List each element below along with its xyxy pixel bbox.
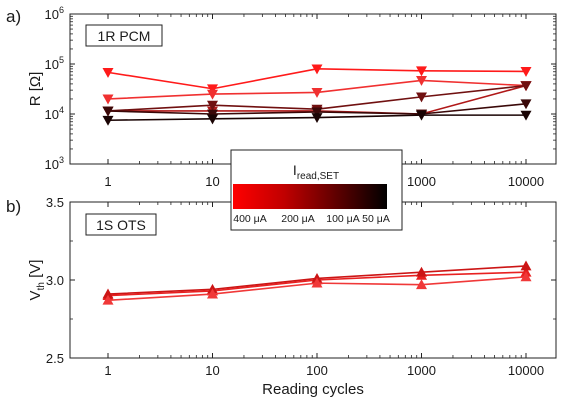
legend-labels: 400 μA 200 μA 100 μA 50 μA bbox=[233, 213, 390, 225]
legend-title: Iread,SET bbox=[293, 162, 339, 182]
data-point-a bbox=[311, 107, 323, 118]
x-tick-label: 100 bbox=[306, 363, 328, 378]
legend-colorbar bbox=[233, 184, 387, 209]
panel-a-marks bbox=[102, 64, 532, 126]
x-axis-label: Reading cycles bbox=[262, 381, 364, 398]
data-point-a bbox=[520, 99, 532, 110]
legend-label: 100 μA bbox=[326, 213, 360, 225]
panel-b: b) 2.5 3.0 3.5 1 10 100 1000 10000 1S OTS Vth … bbox=[6, 195, 557, 378]
y-tick-label: 103 bbox=[45, 155, 64, 172]
panel-b-xticks: 1 10 100 1000 10000 bbox=[104, 202, 544, 378]
data-point-a bbox=[207, 89, 218, 100]
data-point-a bbox=[102, 67, 114, 78]
y-tick-exponent: 4 bbox=[59, 105, 64, 115]
data-point-b bbox=[102, 294, 114, 305]
legend-label: 50 μA bbox=[362, 213, 390, 225]
x-tick-label: 10 bbox=[205, 174, 219, 189]
panel-b-annotation: 1S OTS bbox=[96, 217, 146, 233]
data-point-b bbox=[207, 288, 218, 299]
data-point-a bbox=[311, 64, 323, 75]
panel-a-ylabel: R [Ω] bbox=[27, 72, 44, 107]
y-tick-exponent: 3 bbox=[59, 155, 64, 165]
y-tick-label: 105 bbox=[45, 55, 64, 72]
data-point-a bbox=[416, 92, 427, 103]
legend-label: 200 μA bbox=[281, 213, 315, 225]
data-point-b bbox=[520, 260, 532, 271]
x-tick-label: 10000 bbox=[508, 363, 544, 378]
x-tick-label: 10000 bbox=[508, 174, 544, 189]
data-point-a bbox=[520, 110, 532, 121]
legend-title-sub: read,SET bbox=[297, 171, 339, 182]
legend-label: 400 μA bbox=[233, 213, 267, 225]
panel-b-label: b) bbox=[6, 197, 21, 216]
data-point-b bbox=[416, 266, 427, 277]
y-tick-base: 10 bbox=[45, 7, 59, 22]
panel-a-label: a) bbox=[6, 7, 21, 26]
data-point-b bbox=[311, 277, 323, 288]
y-tick-label: 2.5 bbox=[46, 351, 64, 366]
data-point-b bbox=[520, 271, 532, 282]
data-point-a bbox=[311, 88, 323, 98]
data-point-a bbox=[520, 81, 532, 92]
panel-b-annotation-box bbox=[85, 213, 157, 236]
y-tick-exponent: 6 bbox=[59, 5, 64, 15]
y-tick-base: 10 bbox=[45, 57, 59, 72]
panel-b-ylabel-sub: th bbox=[36, 282, 47, 290]
panel-b-ylabel-main: V bbox=[27, 290, 44, 300]
data-point-a bbox=[416, 75, 427, 86]
data-point-a bbox=[102, 106, 114, 117]
panel-b-yticks: 2.5 3.0 3.5 bbox=[46, 195, 556, 366]
panel-b-ylabel: Vth [V] bbox=[27, 260, 47, 301]
data-point-a bbox=[416, 66, 427, 77]
x-tick-label: 1000 bbox=[407, 363, 436, 378]
legend-title-main: I bbox=[293, 162, 297, 178]
x-tick-label: 1 bbox=[104, 174, 111, 189]
y-tick-label: 3.5 bbox=[46, 195, 64, 210]
y-tick-label: 3.0 bbox=[46, 273, 64, 288]
data-point-a bbox=[311, 113, 323, 124]
panel-a-annotation: 1R PCM bbox=[98, 28, 151, 44]
panel-b-marks bbox=[102, 260, 532, 305]
data-point-a bbox=[102, 94, 114, 105]
data-point-a bbox=[207, 84, 218, 95]
panel-b-ylabel-unit: [V] bbox=[27, 260, 44, 283]
data-point-a bbox=[102, 115, 114, 126]
legend: Iread,SET 400 μA 200 μA 100 μA 50 μA bbox=[230, 149, 403, 231]
y-tick-label: 104 bbox=[45, 105, 64, 122]
data-point-a bbox=[520, 67, 532, 77]
x-tick-label: 1 bbox=[104, 363, 111, 378]
data-point-b bbox=[416, 279, 427, 290]
y-tick-base: 10 bbox=[45, 157, 59, 172]
x-tick-label: 1000 bbox=[407, 174, 436, 189]
data-point-b bbox=[102, 288, 114, 299]
y-tick-label: 106 bbox=[45, 5, 64, 22]
x-tick-label: 10 bbox=[205, 363, 219, 378]
data-point-a bbox=[416, 110, 427, 121]
panel-a-annotation-box bbox=[85, 24, 163, 47]
data-point-a bbox=[207, 114, 218, 125]
y-tick-base: 10 bbox=[45, 107, 59, 122]
y-tick-exponent: 5 bbox=[59, 55, 64, 65]
data-point-a bbox=[207, 100, 218, 111]
